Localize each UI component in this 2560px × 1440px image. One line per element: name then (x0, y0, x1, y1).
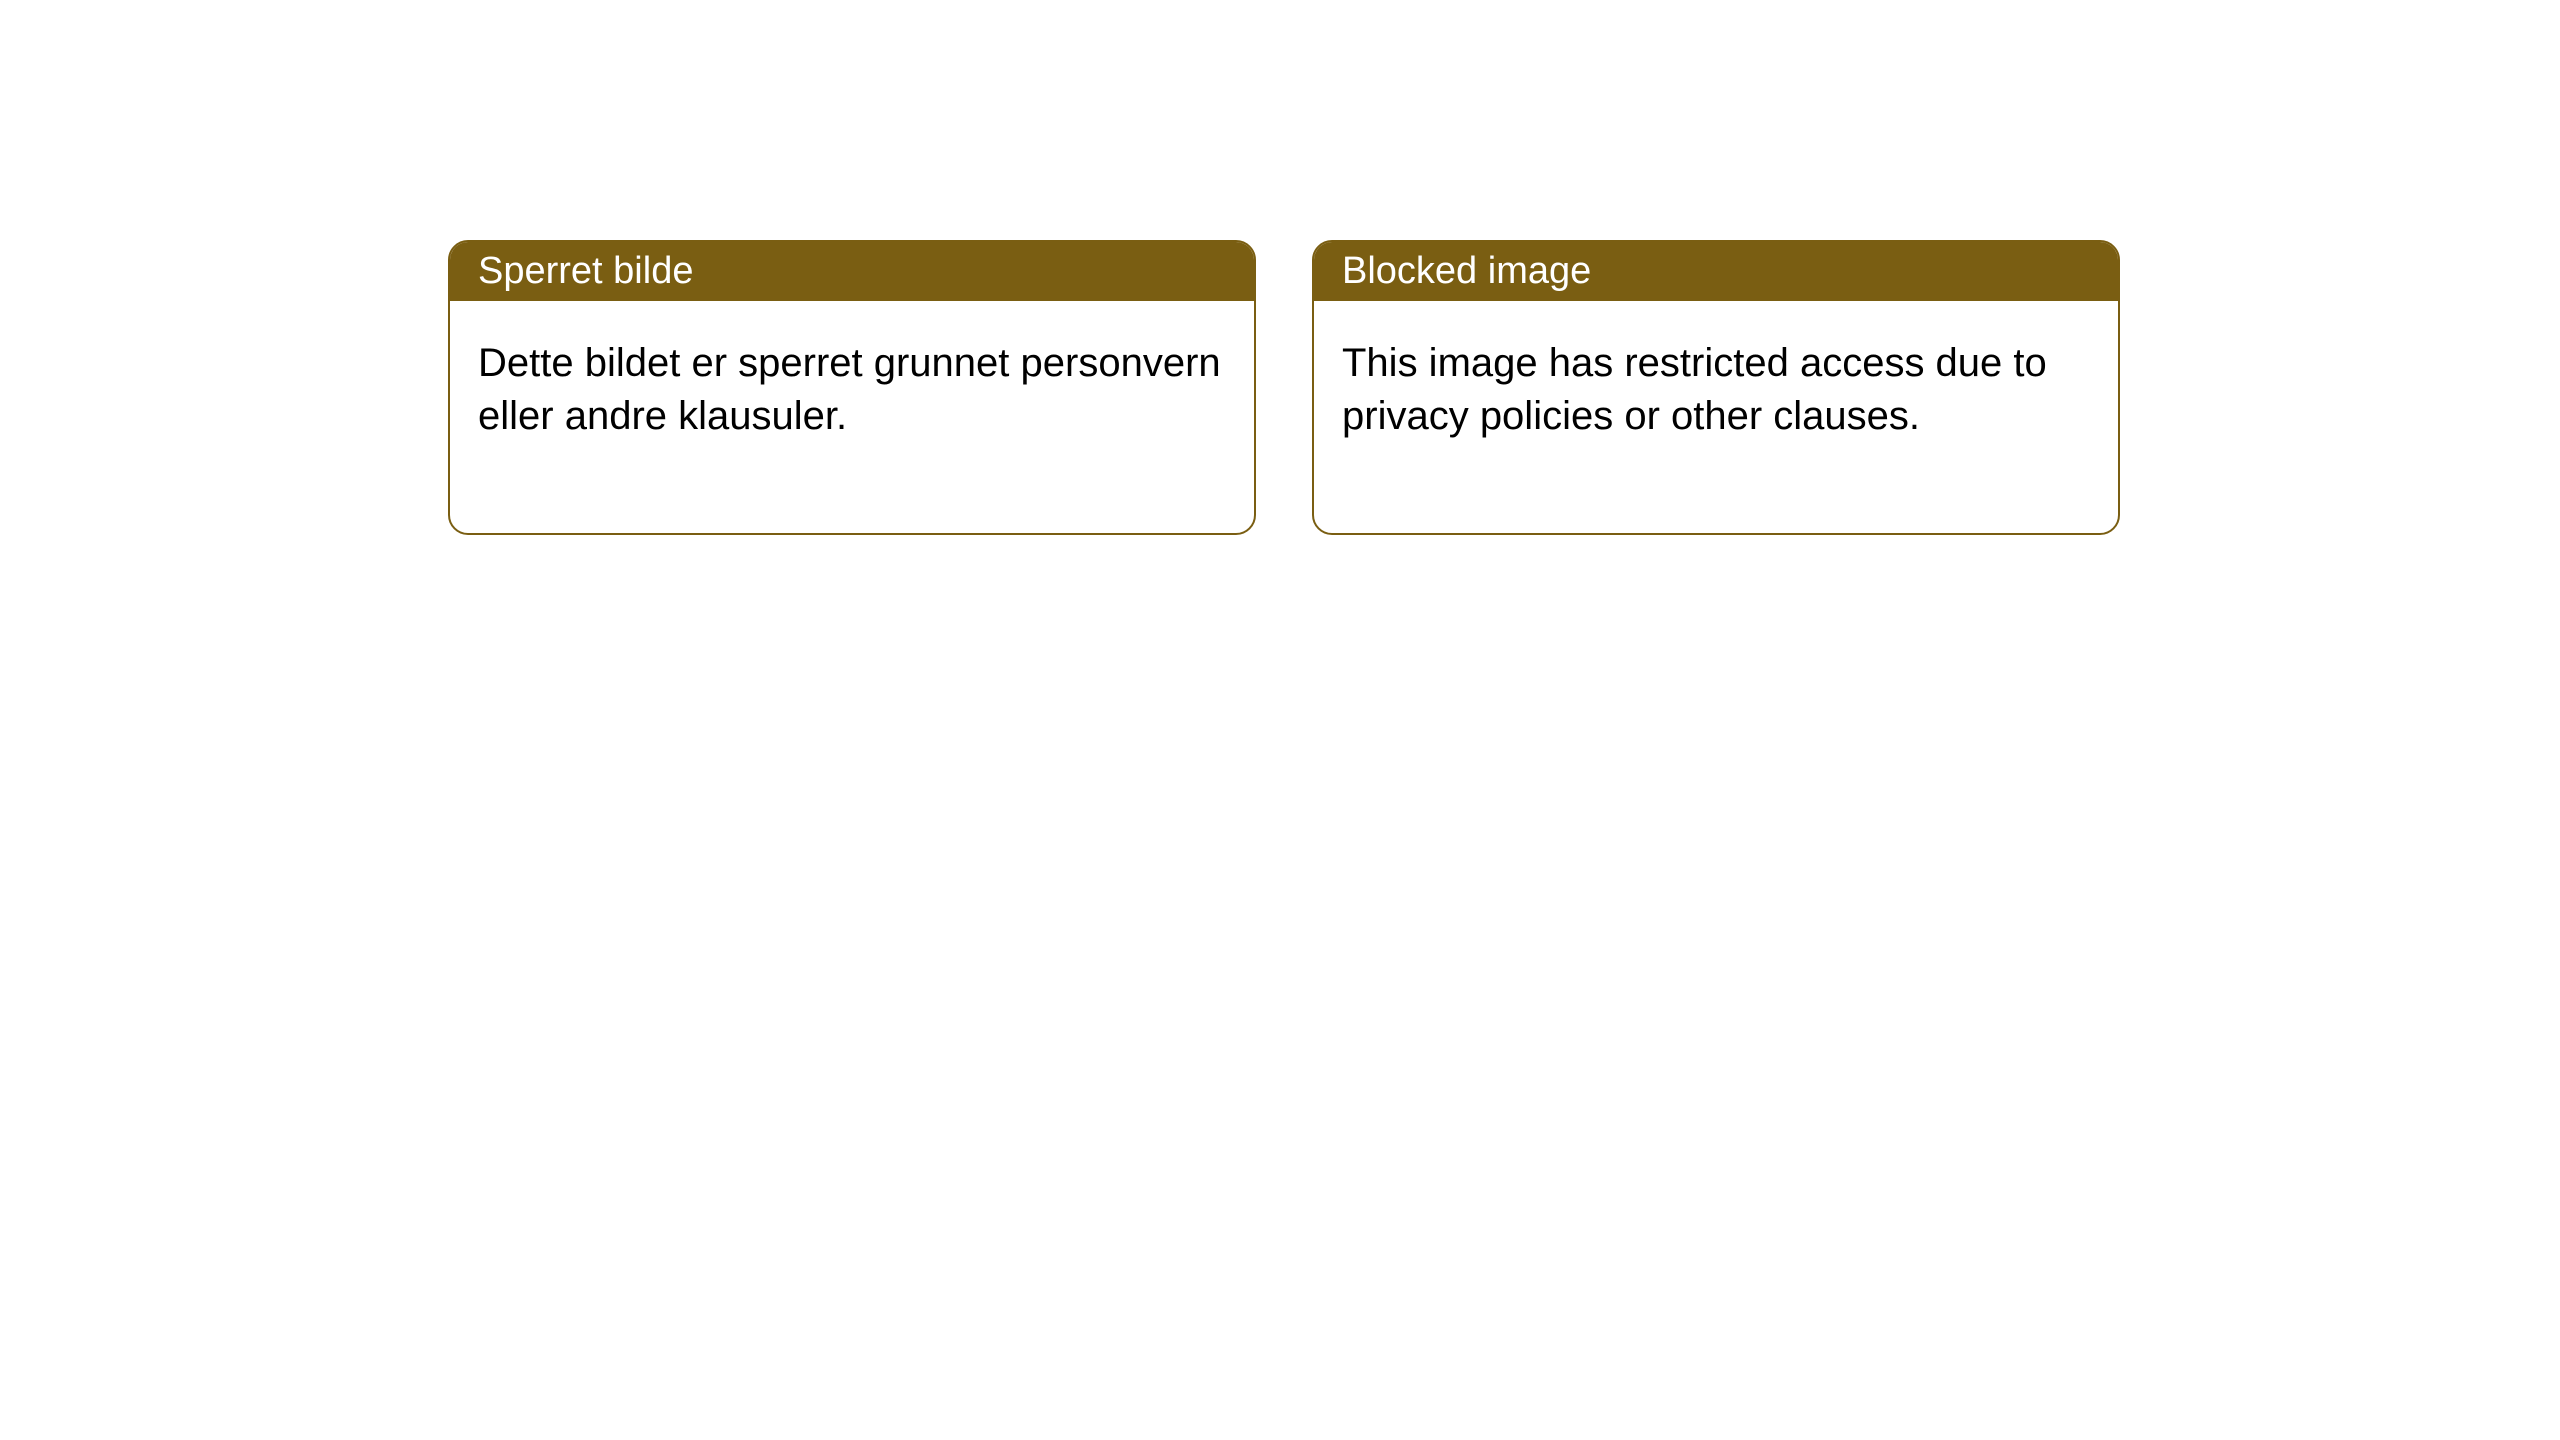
notice-container: Sperret bilde Dette bildet er sperret gr… (448, 240, 2120, 535)
notice-body-english: This image has restricted access due to … (1314, 301, 2118, 533)
notice-card-norwegian: Sperret bilde Dette bildet er sperret gr… (448, 240, 1256, 535)
notice-body-norwegian: Dette bildet er sperret grunnet personve… (450, 301, 1254, 533)
notice-title-norwegian: Sperret bilde (478, 250, 693, 292)
notice-header-english: Blocked image (1314, 242, 2118, 301)
notice-card-english: Blocked image This image has restricted … (1312, 240, 2120, 535)
notice-text-norwegian: Dette bildet er sperret grunnet personve… (478, 341, 1221, 438)
notice-text-english: This image has restricted access due to … (1342, 341, 2047, 438)
notice-title-english: Blocked image (1342, 250, 1591, 292)
notice-header-norwegian: Sperret bilde (450, 242, 1254, 301)
